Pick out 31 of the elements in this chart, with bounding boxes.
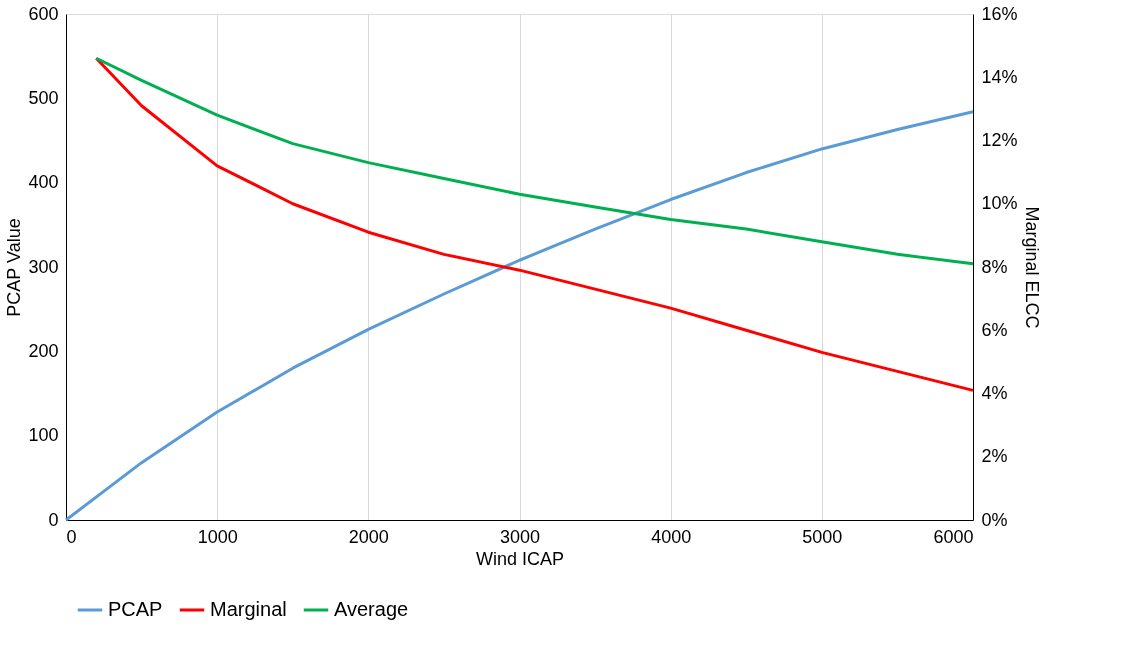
- y2-tick-label: 4%: [981, 383, 1008, 403]
- y2-tick-label: 16%: [981, 3, 1018, 24]
- y2-axis-title: Marginal ELCC: [1021, 206, 1042, 329]
- legend-label: Average: [334, 598, 409, 620]
- y-axis-title: PCAP Value: [4, 218, 25, 317]
- x-axis-title: Wind ICAP: [475, 548, 565, 569]
- line-series: [94, 56, 975, 392]
- y-tick-label: 200: [28, 340, 59, 361]
- y2-tick-label: 8%: [981, 256, 1008, 277]
- y2-tick-label: 2%: [981, 446, 1008, 467]
- x-tick-label: 0: [66, 526, 77, 547]
- y2-tick-label: 14%: [981, 66, 1018, 87]
- legend-label: PCAP: [108, 598, 163, 620]
- y-tick-label: 300: [28, 256, 59, 277]
- x-tick-label: 5000: [802, 526, 843, 547]
- y2-tick-label: 0%: [981, 509, 1008, 530]
- y-tick-label: 0: [48, 509, 59, 530]
- y2-tick-label: 6%: [981, 319, 1008, 340]
- x-tick-label: 1000: [197, 526, 238, 547]
- y-tick-label: 400: [28, 172, 59, 193]
- legend-label: Marginal: [210, 598, 287, 620]
- x-tick-label: 6000: [933, 526, 974, 547]
- y2-tick-label: 10%: [981, 193, 1018, 214]
- y-tick-label: 600: [28, 3, 59, 24]
- x-tick-label: 3000: [499, 526, 541, 547]
- x-tick-label: 4000: [651, 526, 692, 547]
- y2-tick-label: 12%: [981, 130, 1018, 150]
- y-tick-label: 100: [28, 425, 59, 446]
- line-series: [94, 56, 975, 266]
- x-tick-label: 2000: [348, 526, 389, 547]
- y-tick-label: 500: [28, 87, 59, 108]
